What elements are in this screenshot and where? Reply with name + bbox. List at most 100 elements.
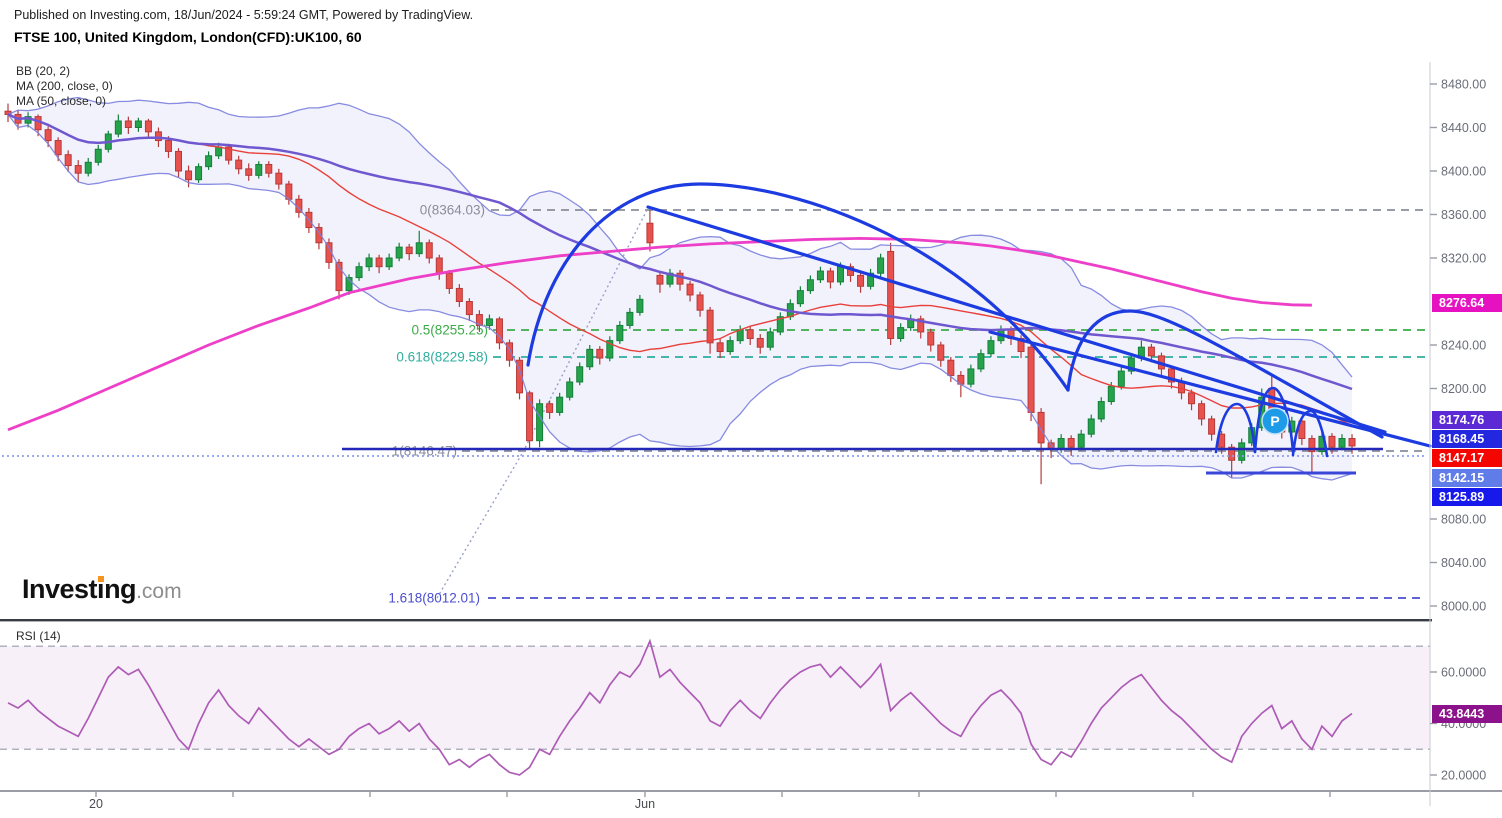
indicator-label-rsi[interactable]: RSI (14) [16, 629, 61, 643]
candle-body [425, 242, 433, 259]
candle-body [1037, 411, 1045, 444]
fib-level-label: 1(8146.47) [392, 444, 457, 459]
rsi-tick-label: 40.0000 [1441, 717, 1486, 731]
candle-body [917, 318, 925, 333]
large-dome-arc[interactable] [526, 182, 1070, 392]
investing-logo: Investing.com [22, 574, 182, 605]
candle-body [716, 342, 724, 353]
candle-body [94, 148, 102, 163]
candle-body [335, 261, 343, 292]
candle-body [867, 272, 875, 287]
candle-body [1107, 385, 1115, 403]
candle-body [1198, 403, 1206, 420]
candle-body [706, 309, 714, 344]
indicator-label-bb[interactable]: BB (20, 2) [16, 64, 71, 78]
candle-body [1298, 420, 1306, 440]
candle-body [897, 327, 905, 339]
candle-body [435, 257, 443, 274]
time-tick-label: Jun [635, 797, 655, 811]
candle-body [235, 159, 243, 170]
overlay-lines [7, 96, 1353, 481]
pattern-marker[interactable]: P [1261, 407, 1289, 435]
blue-annotations[interactable] [526, 182, 1432, 458]
candle-body [195, 166, 203, 181]
indicator-label-ma200[interactable]: MA (200, close, 0) [16, 79, 113, 93]
candle-body [1097, 401, 1105, 420]
logo-text-2: ng [104, 574, 137, 604]
candle-body [1167, 368, 1175, 383]
fib-extension [436, 451, 524, 599]
price-axis[interactable]: 8480.00 8440.00 8400.00 8360.00 8320.00 8240.… [1430, 78, 1486, 783]
published-line: Published on Investing.com, 18/Jun/2024 … [14, 8, 474, 22]
ma200-line [7, 236, 1312, 432]
rsi-band [0, 645, 1430, 751]
candle-body [646, 222, 654, 244]
candle-body [806, 279, 814, 292]
bb-lower-line [7, 114, 1353, 481]
candle-body [877, 257, 885, 274]
candle-body [1067, 438, 1075, 448]
candle-body [495, 318, 503, 344]
candle-body [255, 163, 263, 176]
mini-arch-3[interactable] [1291, 409, 1329, 458]
candle-body [1188, 392, 1196, 405]
candle-body [365, 257, 373, 268]
fib-level-label: 0(8364.03) [420, 203, 485, 218]
price-tick-label: 8000.00 [1441, 600, 1486, 614]
rsi-line [7, 638, 1353, 776]
candle-body [796, 290, 804, 305]
trendline-lower[interactable] [988, 330, 1432, 448]
trendline-upper[interactable] [646, 205, 1387, 434]
candle-body [1208, 418, 1216, 435]
candle-body [265, 163, 273, 174]
candle-body [506, 342, 513, 361]
candle-body [566, 381, 574, 398]
candle-body [1027, 346, 1035, 413]
pattern-marker-letter: P [1270, 413, 1279, 429]
candle-body [44, 129, 52, 142]
time-axis[interactable]: 20 Jun [89, 790, 1331, 811]
candle-body [987, 340, 995, 355]
candle-body [124, 120, 132, 128]
candle-body [586, 348, 594, 368]
candle-body [606, 340, 614, 359]
fib-level-label: 0.618(8229.58) [396, 350, 488, 365]
candle-body [275, 172, 283, 185]
candle-body [1117, 370, 1125, 387]
logo-suffix: .com [136, 580, 182, 603]
candle-body [546, 403, 554, 413]
candle-body [887, 250, 895, 339]
candle-body [927, 331, 935, 346]
candle-body [395, 246, 403, 259]
fib-level-label: 1.618(8012.01) [388, 591, 480, 606]
candle-body [626, 311, 634, 326]
candle-body [54, 140, 62, 156]
mini-arch-1[interactable] [1214, 402, 1257, 454]
candle-body [1077, 433, 1085, 448]
candle-body [74, 165, 82, 174]
price-tick-label: 8320.00 [1441, 252, 1486, 266]
fib-retracement[interactable]: 0(8364.03) 0.5(8255.25) 0.618(8229.58) 1(81… [388, 203, 1425, 606]
candle-body [1328, 435, 1336, 448]
indicator-label-ma50[interactable]: MA (50, close, 0) [16, 94, 107, 108]
price-tick-label: 8400.00 [1441, 165, 1486, 179]
rsi-plot[interactable] [7, 638, 1353, 776]
price-tick-label: 8480.00 [1441, 78, 1486, 92]
horizontal-drawings[interactable] [2, 447, 1425, 475]
price-tick-label: 8360.00 [1441, 208, 1486, 222]
candle-body [134, 120, 142, 128]
candle-body [1348, 438, 1356, 447]
candle-body [485, 318, 493, 326]
candle-body [676, 272, 684, 285]
candle-body [937, 344, 945, 361]
candle-body [516, 359, 524, 394]
candle-body [756, 337, 764, 348]
pattern-marker-icon [1261, 407, 1289, 435]
bb-basis-line [7, 113, 1353, 426]
candle-body [385, 257, 393, 268]
mini-arch-2[interactable] [1253, 386, 1295, 454]
ma50-line [7, 113, 1353, 391]
candle-body [746, 329, 754, 339]
page-title: FTSE 100, United Kingdom, London(CFD):UK… [14, 29, 362, 45]
